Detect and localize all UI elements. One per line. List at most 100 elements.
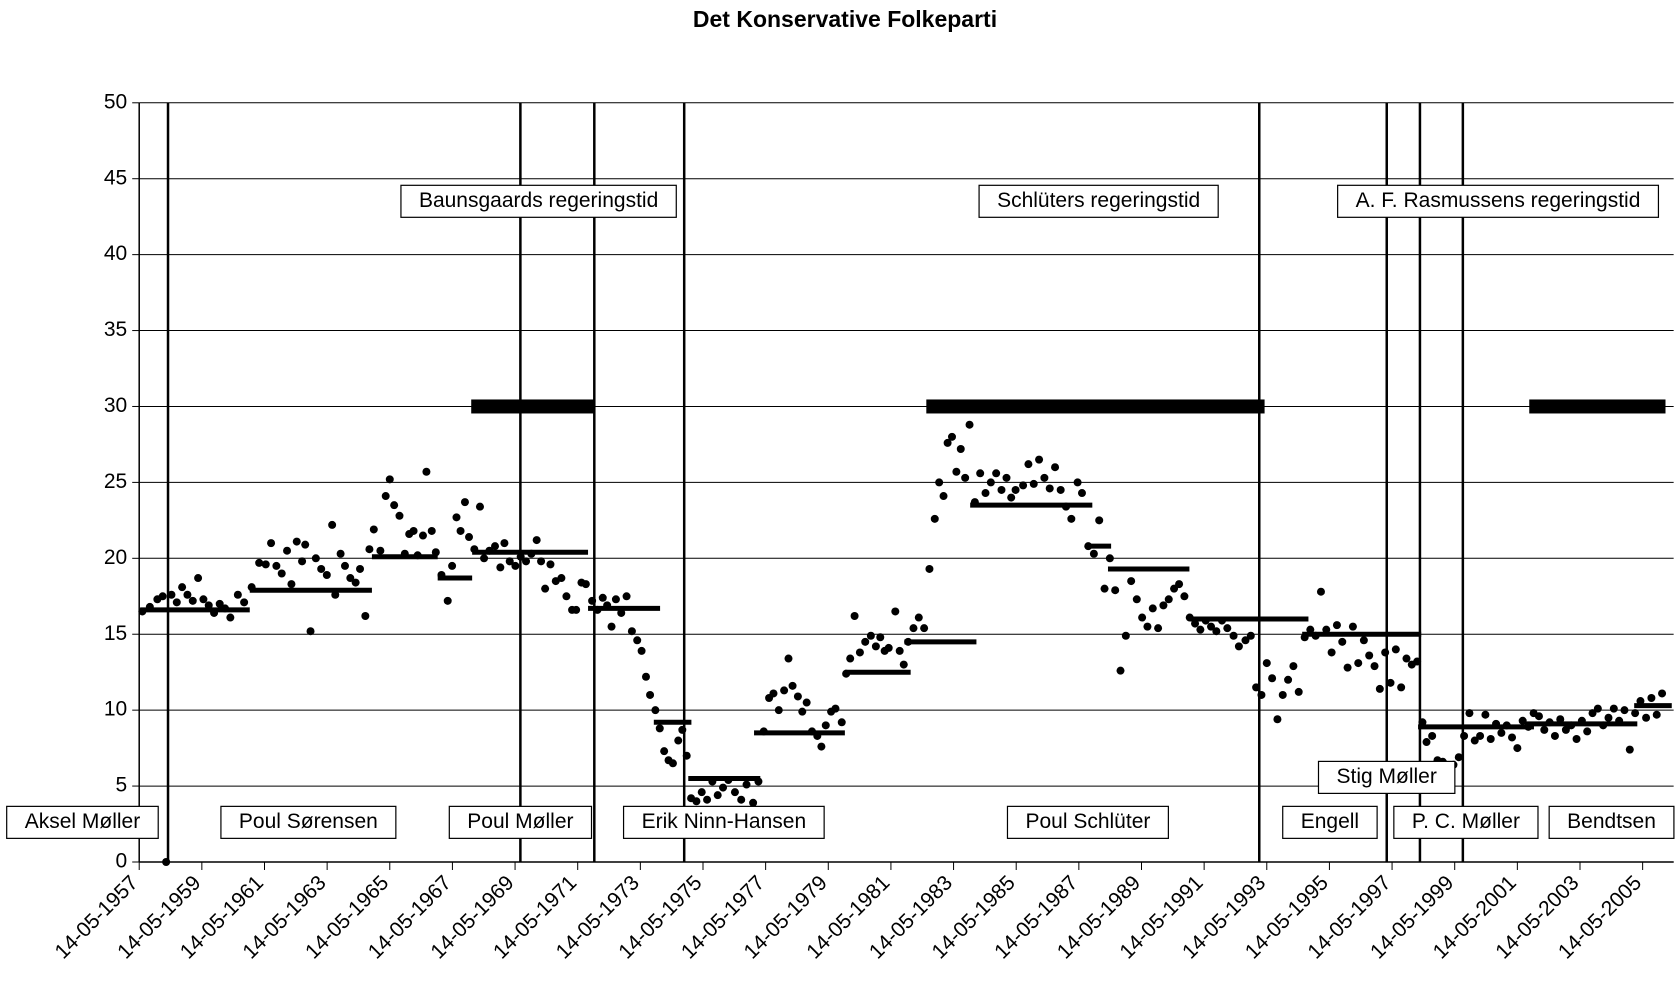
poll-point xyxy=(409,526,418,535)
poll-point xyxy=(1647,694,1656,703)
poll-point xyxy=(1652,710,1661,719)
poll-point xyxy=(703,795,712,804)
poll-point xyxy=(261,560,270,569)
poll-point xyxy=(821,721,830,730)
poll-point xyxy=(1262,659,1271,668)
poll-point xyxy=(769,689,778,698)
poll-point xyxy=(1599,721,1608,730)
leader-label: Poul Schlüter xyxy=(1006,805,1169,839)
poll-point xyxy=(361,612,370,621)
poll-point xyxy=(1073,478,1082,487)
poll-point xyxy=(1508,733,1517,742)
government-label-box xyxy=(1337,184,1660,218)
poll-point xyxy=(277,569,286,578)
poll-point xyxy=(692,797,701,806)
poll-point xyxy=(842,669,851,678)
poll-point xyxy=(876,633,885,642)
poll-point xyxy=(891,607,900,616)
poll-point xyxy=(287,580,296,589)
poll-point xyxy=(1338,637,1347,646)
poll-point xyxy=(1375,684,1384,693)
poll-point xyxy=(1567,721,1576,730)
poll-point xyxy=(737,795,746,804)
leader-label-box xyxy=(1393,805,1539,839)
poll-point xyxy=(831,704,840,713)
leader-label-text: Poul Møller xyxy=(467,810,573,833)
poll-point xyxy=(390,501,399,510)
poll-point xyxy=(802,698,811,707)
government-label: Schlüters regeringstid xyxy=(978,184,1219,218)
poll-point xyxy=(660,747,669,756)
poll-point xyxy=(1518,716,1527,725)
poll-point xyxy=(713,791,722,800)
poll-point xyxy=(817,742,826,751)
poll-point xyxy=(1348,622,1357,631)
poll-point xyxy=(1513,744,1522,753)
poll-point xyxy=(491,542,500,551)
poll-point xyxy=(1311,631,1320,640)
poll-point xyxy=(413,551,422,560)
poll-point xyxy=(1418,718,1427,727)
poll-point xyxy=(846,654,855,663)
poll-point xyxy=(855,648,864,657)
poll-point xyxy=(641,672,650,681)
poll-point xyxy=(981,489,990,498)
poll-point xyxy=(1454,753,1463,762)
poll-point xyxy=(697,788,706,797)
poll-point xyxy=(730,788,739,797)
poll-point xyxy=(255,558,264,567)
poll-point xyxy=(956,444,965,453)
poll-point xyxy=(1217,616,1226,625)
poll-point xyxy=(1593,704,1602,713)
poll-point xyxy=(210,608,219,617)
poll-point xyxy=(158,592,167,601)
poll-point xyxy=(351,578,360,587)
poll-point xyxy=(1284,675,1293,684)
poll-point xyxy=(930,514,939,523)
poll-point xyxy=(813,731,822,740)
poll-point xyxy=(194,574,203,583)
poll-point xyxy=(724,775,733,784)
poll-point xyxy=(448,561,457,570)
poll-point xyxy=(895,646,904,655)
government-label: Baunsgaards regeringstid xyxy=(400,184,677,218)
poll-point xyxy=(1095,516,1104,525)
poll-point xyxy=(452,513,461,522)
poll-point xyxy=(301,540,310,549)
poll-point xyxy=(1636,697,1645,706)
poll-point xyxy=(1207,622,1216,631)
leader-label-box xyxy=(1006,805,1169,839)
poll-point xyxy=(562,592,571,601)
leader-label: Erik Ninn-Hansen xyxy=(622,805,825,839)
poll-point xyxy=(1486,734,1495,743)
poll-point xyxy=(215,599,224,608)
poll-point xyxy=(221,604,230,613)
poll-point xyxy=(145,602,154,611)
poll-point xyxy=(1196,625,1205,634)
y-tick-label: 15 xyxy=(104,622,127,645)
poll-point xyxy=(798,707,807,716)
poll-point xyxy=(646,690,655,699)
poll-point xyxy=(328,520,337,529)
poll-point xyxy=(376,546,385,555)
poll-point xyxy=(668,759,677,768)
poll-point xyxy=(1481,710,1490,719)
poll-point xyxy=(465,533,474,542)
y-tick-label: 20 xyxy=(104,546,127,569)
poll-point xyxy=(904,637,913,646)
poll-point xyxy=(431,548,440,557)
poll-point xyxy=(1413,657,1422,666)
poll-point xyxy=(247,583,256,592)
poll-point xyxy=(992,469,1001,478)
y-tick-label: 30 xyxy=(104,394,127,417)
poll-point xyxy=(1007,493,1016,502)
poll-point xyxy=(400,549,409,558)
poll-point xyxy=(1402,654,1411,663)
poll-point xyxy=(617,608,626,617)
poll-point xyxy=(1615,716,1624,725)
poll-point xyxy=(292,537,301,546)
poll-point xyxy=(1572,734,1581,743)
leader-label: Bendtsen xyxy=(1548,805,1675,839)
poll-point xyxy=(965,420,974,429)
poll-point xyxy=(1056,485,1065,494)
